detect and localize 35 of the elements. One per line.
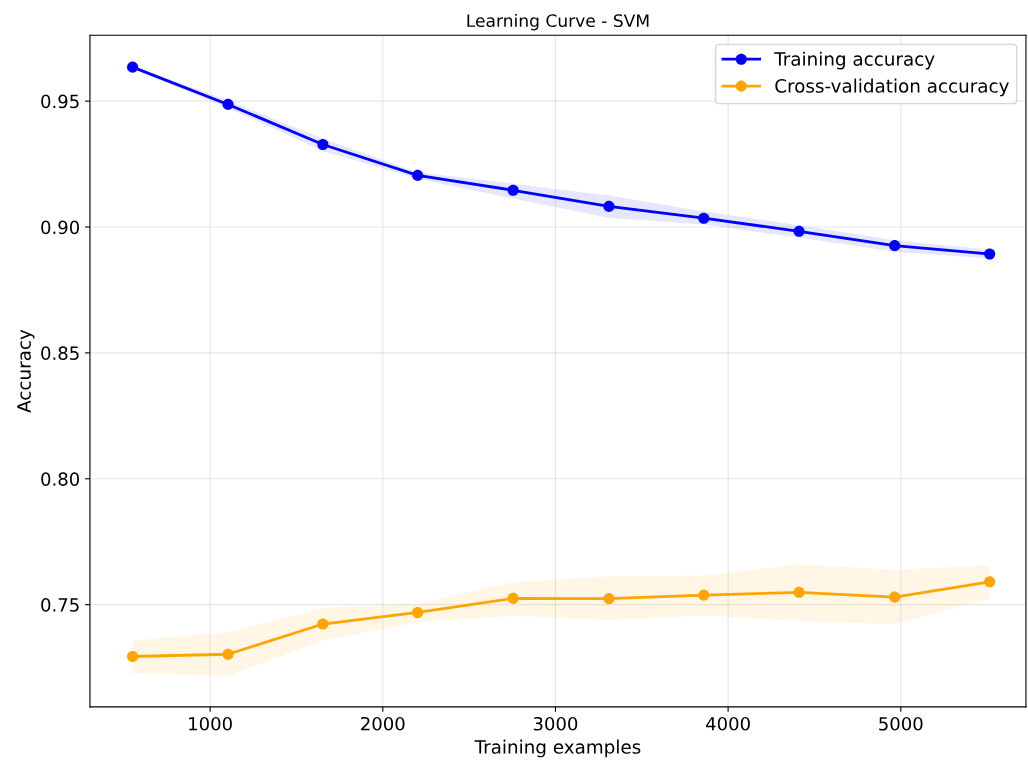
x-tick-label: 2000 bbox=[361, 716, 405, 731]
point bbox=[698, 212, 710, 224]
y-axis-title: Accuracy bbox=[17, 329, 35, 413]
point bbox=[889, 240, 901, 252]
x-tick-label: 4000 bbox=[706, 716, 750, 731]
legend-label: Cross-validation accuracy bbox=[775, 78, 1009, 97]
point bbox=[793, 225, 805, 237]
y-tick-label: 0.85 bbox=[41, 346, 79, 361]
x-tick-label: 3000 bbox=[533, 716, 578, 731]
point bbox=[317, 138, 329, 151]
y-tick-label: 0.75 bbox=[41, 598, 79, 612]
point bbox=[984, 248, 996, 260]
legend-label: Training accuracy bbox=[774, 51, 935, 70]
point bbox=[793, 586, 805, 598]
point bbox=[507, 592, 519, 604]
point bbox=[412, 169, 424, 181]
point bbox=[412, 606, 424, 619]
y-tick-label: 0.95 bbox=[41, 94, 79, 109]
point bbox=[984, 576, 996, 588]
point bbox=[603, 200, 615, 212]
point bbox=[222, 648, 234, 660]
point bbox=[889, 591, 901, 603]
point bbox=[127, 61, 139, 73]
point bbox=[603, 593, 615, 605]
y-tick-label: 0.90 bbox=[41, 220, 80, 235]
point bbox=[317, 618, 329, 630]
point bbox=[507, 184, 519, 196]
point bbox=[698, 589, 710, 601]
point bbox=[127, 650, 139, 663]
x-tick-label: 5000 bbox=[879, 716, 923, 731]
x-tick-label: 1000 bbox=[189, 716, 232, 731]
x-axis-title: Training examples bbox=[474, 739, 641, 758]
y-tick-label: 0.80 bbox=[41, 472, 80, 486]
point bbox=[222, 98, 234, 110]
chart-title: Learning Curve - SVM bbox=[467, 13, 649, 31]
